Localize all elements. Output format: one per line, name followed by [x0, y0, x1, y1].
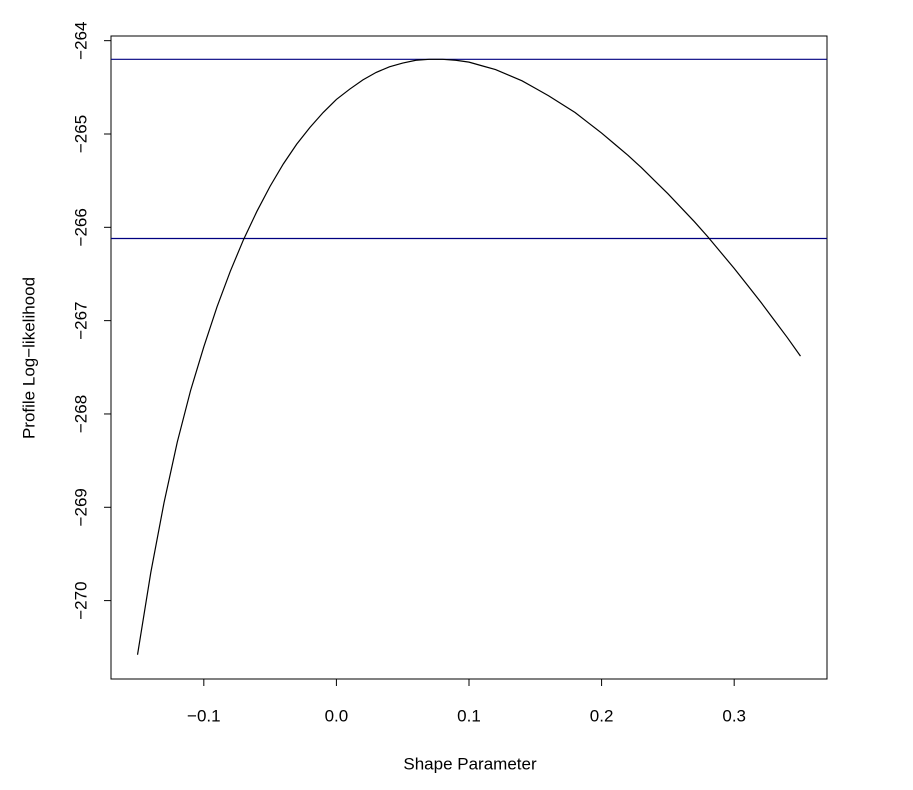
x-tick-label: 0.3: [722, 706, 746, 725]
x-tick-label: 0.1: [457, 706, 481, 725]
plot-frame: [110, 35, 828, 680]
line-series: [136, 58, 801, 655]
y-tick-label: −266: [71, 208, 90, 246]
y-tick-label: −268: [71, 395, 90, 433]
y-tick-label: −264: [71, 22, 90, 60]
y-tick-label: −265: [71, 115, 90, 153]
y-axis-label: Profile Log−likelihood: [19, 277, 38, 439]
x-tick-label: 0.0: [325, 706, 349, 725]
x-axis-label: Shape Parameter: [403, 754, 537, 773]
y-tick-label: −269: [71, 488, 90, 526]
x-tick-label: −0.1: [187, 706, 221, 725]
y-tick-label: −270: [71, 581, 90, 619]
x-tick-label: 0.2: [590, 706, 614, 725]
y-tick-label: −267: [71, 301, 90, 339]
